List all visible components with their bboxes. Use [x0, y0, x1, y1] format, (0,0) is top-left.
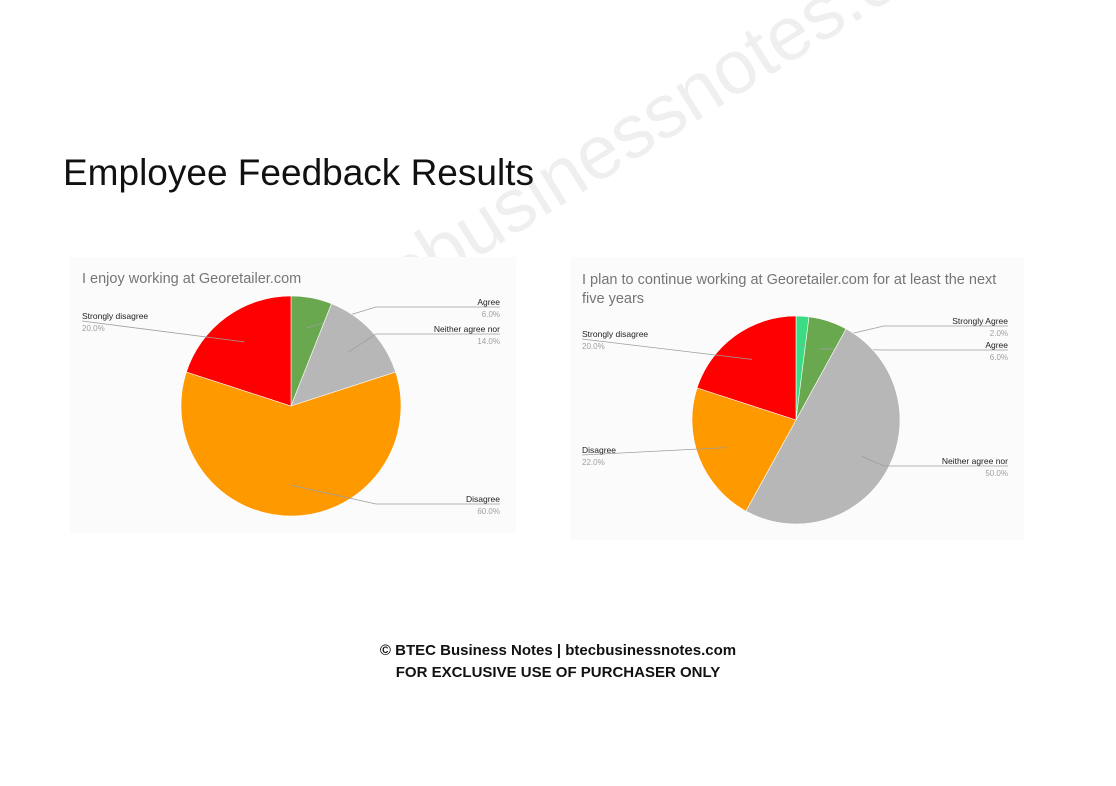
slice-label-name: Strongly disagree: [582, 329, 648, 339]
page-title: Employee Feedback Results: [63, 152, 534, 193]
slice-label-name: Strongly disagree: [82, 311, 148, 321]
slice-label-strongly-disagree: Strongly disagree 20.0%: [81, 311, 245, 343]
slice-label-strongly-disagree: Strongly disagree 20.0%: [581, 329, 753, 360]
slice-label-disagree: Disagree 60.0%: [290, 484, 500, 516]
slice-label-percent: 6.0%: [990, 353, 1008, 362]
pie-chart-svg: Strongly Agree 2.0% Agree 6.0% Neither agree…: [581, 315, 1008, 525]
slice-label-name: Neither agree nor: [942, 456, 1008, 466]
slice-label-percent: 6.0%: [482, 310, 500, 319]
slice-label-name: Agree: [477, 297, 500, 307]
footer-notice: FOR EXCLUSIVE USE OF PURCHASER ONLY: [395, 664, 721, 681]
slice-label-neither-agree-nor: Neither agree nor 50.0%: [861, 455, 1008, 478]
pie-slice-neither-agree-nor: [745, 328, 901, 525]
pie-chart-svg: Agree 6.0% Neither agree nor 14.0% Disagree 6…: [81, 295, 500, 517]
chart-title: I plan to continue working at Georetaile…: [582, 272, 997, 307]
pie-slice-strongly-disagree: [696, 315, 797, 421]
slice-label-percent: 14.0%: [477, 337, 500, 346]
slice-label-percent: 20.0%: [582, 342, 605, 351]
slice-label-name: Neither agree nor: [434, 324, 500, 334]
slice-label-percent: 20.0%: [82, 324, 105, 333]
slice-label-percent: 2.0%: [990, 329, 1008, 338]
slice-label-name: Disagree: [466, 494, 500, 504]
slice-label-percent: 60.0%: [477, 507, 500, 516]
pie-slice-strongly-disagree: [186, 295, 292, 407]
slice-label-disagree: Disagree 22.0%: [581, 445, 727, 467]
chart-enjoy-working: I enjoy working at Georetailer.com Agree…: [70, 257, 516, 533]
slice-label-percent: 22.0%: [582, 458, 605, 467]
chart-continue-working: I plan to continue working at Georetaile…: [570, 257, 1024, 540]
footer-copyright: © BTEC Business Notes | btecbusinessnote…: [379, 642, 737, 659]
pie-slice-disagree: [691, 387, 797, 512]
chart-title: I enjoy working at Georetailer.com: [82, 271, 302, 287]
slice-label-neither-agree-nor: Neither agree nor 14.0%: [348, 324, 500, 353]
pie-slice-disagree: [180, 371, 402, 517]
slice-label-name: Strongly Agree: [952, 316, 1008, 326]
slice-label-percent: 50.0%: [985, 469, 1008, 478]
slice-label-name: Disagree: [582, 445, 616, 455]
slice-label-name: Agree: [985, 340, 1008, 350]
